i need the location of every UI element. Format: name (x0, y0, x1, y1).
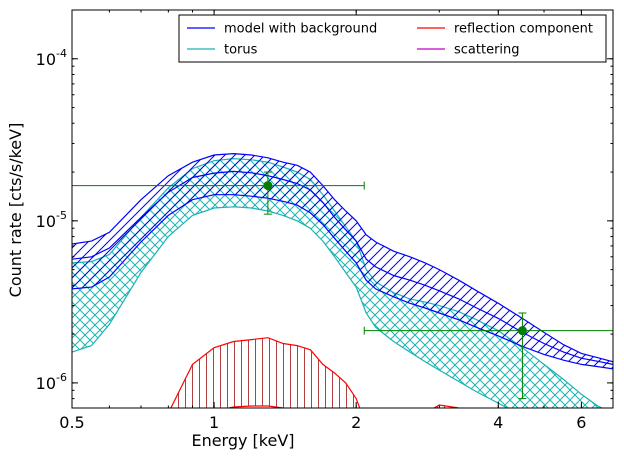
x-tick-label: 2 (351, 413, 361, 432)
data-point-marker (263, 181, 273, 191)
y-axis-label: Count rate [cts/s/keV] (6, 123, 25, 298)
legend-frame (178, 14, 607, 63)
y-tick-label: 10-6 (36, 371, 67, 393)
legend-entry-reflection-component: reflection component (417, 22, 593, 37)
band-reflection-component (170, 337, 459, 408)
line-upper-model-with-background (72, 152, 613, 363)
legend-label: scattering (454, 43, 520, 58)
x-tick-label: 6 (576, 413, 586, 432)
axis-ticks: 0.5 1 2 4 6 10-6 10-5 10-4 (36, 9, 614, 432)
line-upper-reflection-component (170, 337, 465, 408)
x-tick-label: 1 (209, 413, 219, 432)
legend: model with background torus reflection com… (178, 14, 607, 63)
x-tick-label: 4 (493, 413, 503, 432)
axes-frame (71, 9, 614, 409)
y-tick-label: 10-5 (36, 209, 67, 231)
data-point-2 (363, 312, 613, 400)
line-lower-reflection-component (225, 405, 288, 408)
y-tick-label: 10-4 (36, 47, 67, 69)
legend-entry-scattering: scattering (417, 43, 520, 58)
line-lower-model-with-background (72, 194, 613, 370)
x-axis-label: Energy [keV] (191, 431, 294, 450)
x-tick-label: 0.5 (59, 413, 84, 432)
data-point-1 (72, 171, 365, 215)
legend-entry-torus: torus (187, 43, 258, 58)
line-lower-torus (72, 206, 509, 408)
data-point-marker (517, 326, 527, 336)
plot-area (72, 152, 613, 408)
legend-entry-model-with-background: model with background (187, 22, 377, 37)
legend-label: model with background (224, 22, 377, 37)
legend-label: torus (224, 43, 258, 58)
legend-label: reflection component (454, 22, 593, 37)
band-torus (72, 158, 603, 408)
band-model-with-background (72, 153, 613, 369)
